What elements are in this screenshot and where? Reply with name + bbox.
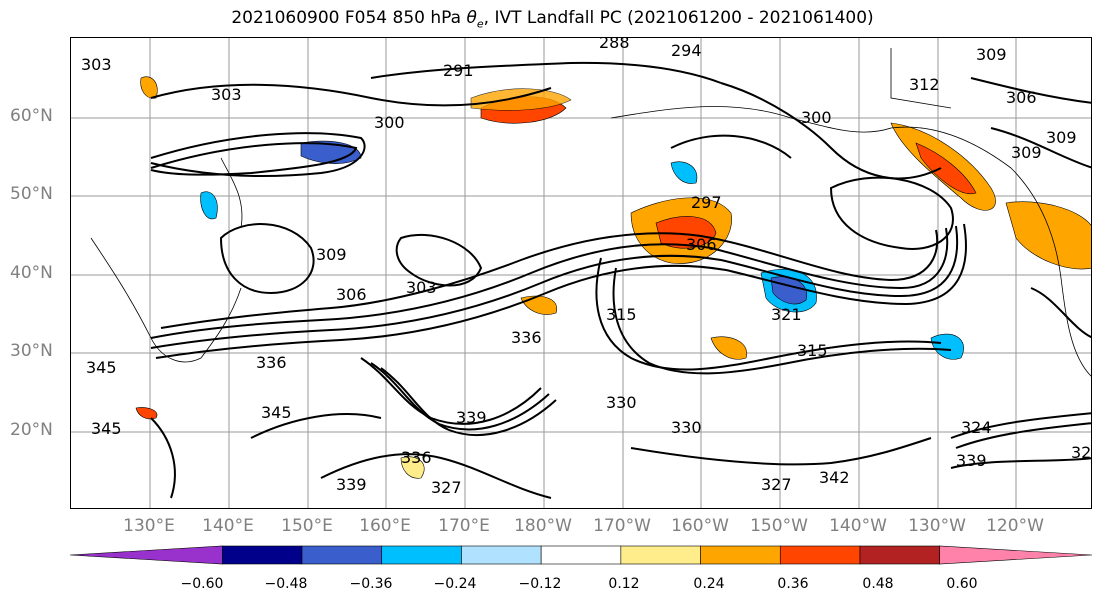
contour-label: 336 <box>511 328 542 347</box>
map-panel: 303 303 300 291 288 294 309 312 306 300 … <box>70 37 1092 509</box>
title-prefix: 2021060900 F054 850 hPa <box>231 8 467 28</box>
colorbar-tick: 0.48 <box>862 576 894 592</box>
colorbar-segment <box>620 545 701 565</box>
contour-label: 309 <box>1011 143 1042 162</box>
colorbar-segment <box>381 545 462 565</box>
contour-label: 321 <box>771 305 802 324</box>
contour-label: 339 <box>956 451 987 470</box>
theta-e-contours <box>150 61 1091 499</box>
lat-label-60n: 60°N <box>10 106 53 126</box>
contour-label: 315 <box>606 305 637 324</box>
contour-label: 300 <box>374 113 405 132</box>
lon-label-130e: 130°E <box>123 516 175 536</box>
contour-label: 309 <box>316 245 347 264</box>
contour-label: 339 <box>336 475 367 494</box>
colorbar-tick: −0.24 <box>433 576 477 592</box>
coastlines <box>90 48 1091 377</box>
colorbar-tick: 0.36 <box>777 576 809 592</box>
contour-label: 303 <box>406 278 437 297</box>
colorbar-tick: −0.60 <box>180 576 224 592</box>
colorbar-extend-high <box>939 545 1093 565</box>
shaded-anomaly-patches <box>135 76 1091 479</box>
contour-label: 330 <box>606 393 637 412</box>
colorbar-segment <box>301 545 383 565</box>
chart-title: 2021060900 F054 850 hPa θe, IVT Landfall… <box>0 8 1105 30</box>
contour-label: 315 <box>797 341 828 360</box>
title-theta: θ <box>466 8 477 28</box>
contour-label: 294 <box>671 41 702 60</box>
lon-label-150e: 150°E <box>281 516 333 536</box>
lat-label-50n: 50°N <box>10 184 53 204</box>
title-area: 2021060900 F054 850 hPa θe, IVT Landfall… <box>0 0 1105 36</box>
contour-label: 300 <box>801 108 832 127</box>
contour-label: 291 <box>443 61 474 80</box>
lat-label-30n: 30°N <box>10 341 53 361</box>
contour-label: 339 <box>456 408 487 427</box>
contour-label: 297 <box>691 193 722 212</box>
colorbar-segment <box>540 545 622 565</box>
contour-label: 303 <box>81 55 112 74</box>
title-theta-sub: e <box>476 17 484 31</box>
contour-label: 336 <box>256 353 287 372</box>
contour-label: 312 <box>909 75 940 94</box>
contour-label: 330 <box>671 418 702 437</box>
contour-label: 306 <box>1006 88 1037 107</box>
lon-label-170w: 170°W <box>593 516 651 536</box>
lon-label-140w: 140°W <box>829 516 887 536</box>
lat-label-20n: 20°N <box>10 420 53 440</box>
lon-label-130w: 130°W <box>908 516 966 536</box>
lon-label-160w: 160°W <box>671 516 729 536</box>
colorbar-segment <box>700 545 781 565</box>
lon-label-160e: 160°E <box>359 516 411 536</box>
contour-label: 309 <box>1046 128 1077 147</box>
lon-label-140e: 140°E <box>202 516 254 536</box>
colorbar-segment <box>859 545 940 565</box>
contour-label: 306 <box>686 235 717 254</box>
lon-label-120w: 120°W <box>986 516 1044 536</box>
colorbar-segment <box>461 545 542 565</box>
contour-label: 309 <box>976 45 1007 64</box>
contour-labels: 303 303 300 291 288 294 309 312 306 300 … <box>81 38 1092 497</box>
contour-label: 324 <box>961 418 992 437</box>
colorbar-tick: −0.36 <box>349 576 393 592</box>
contour-label: 306 <box>336 285 367 304</box>
colorbar-tick: −0.48 <box>264 576 308 592</box>
lon-label-180w: 180°W <box>514 516 572 536</box>
contour-label: 327 <box>1071 443 1092 462</box>
contour-label: 327 <box>431 478 462 497</box>
contour-label: 345 <box>261 403 292 422</box>
contour-label: 303 <box>211 85 242 104</box>
colorbar-tick: 0.60 <box>946 576 978 592</box>
gridlines <box>71 38 1091 508</box>
contour-label: 345 <box>91 419 122 438</box>
contour-label: 345 <box>86 358 117 377</box>
map-canvas: 303 303 300 291 288 294 309 312 306 300 … <box>71 38 1092 508</box>
colorbar-extend-low <box>69 545 223 565</box>
colorbar-tick: 0.24 <box>693 576 725 592</box>
colorbar-tick: 0.12 <box>608 576 640 592</box>
lon-label-170e: 170°E <box>438 516 490 536</box>
colorbar-segment <box>222 545 303 565</box>
contour-label: 288 <box>599 38 630 52</box>
contour-label: 336 <box>401 448 432 467</box>
colorbar <box>69 545 1093 565</box>
lat-label-40n: 40°N <box>10 263 53 283</box>
colorbar-segment <box>779 545 861 565</box>
lon-label-150w: 150°W <box>750 516 808 536</box>
contour-label: 342 <box>819 468 850 487</box>
contour-label: 327 <box>761 475 792 494</box>
title-suffix: , IVT Landfall PC (2021061200 - 20210614… <box>483 8 874 28</box>
colorbar-tick: −0.12 <box>518 576 562 592</box>
